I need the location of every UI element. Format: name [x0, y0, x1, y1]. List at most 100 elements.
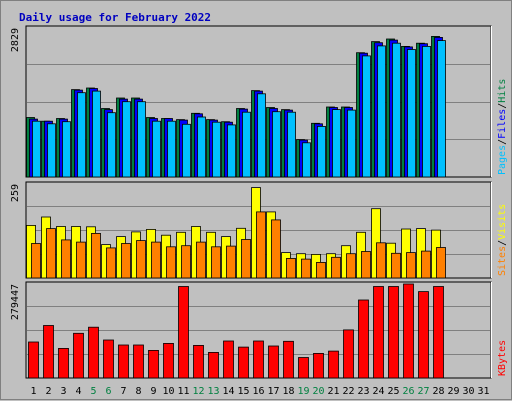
- bar-sites-day-10: [166, 246, 176, 279]
- panel-visits-sites: 259 Sites/Visits: [10, 181, 508, 279]
- bar-kbytes-day-19: [298, 357, 309, 379]
- bar-pages-day-1: [32, 120, 41, 178]
- bar-pages-day-12: [197, 116, 206, 178]
- x-tick-label-day-3: 3: [60, 386, 66, 397]
- legend-separator: /: [497, 139, 508, 145]
- bar-pages-day-21: [332, 109, 341, 178]
- x-tick-label-day-5: 5: [90, 386, 96, 397]
- x-tick-label-day-22: 22: [342, 386, 354, 397]
- bar-sites-day-4: [76, 241, 86, 279]
- x-tick-label-day-26: 26: [402, 386, 414, 397]
- x-tick-label-day-17: 17: [267, 386, 279, 397]
- x-tick-label-day-27: 27: [417, 386, 429, 397]
- x-tick-label-day-7: 7: [120, 386, 126, 397]
- bar-pages-day-9: [152, 120, 161, 178]
- legend-sites: Sites: [497, 246, 508, 276]
- bar-pages-day-2: [47, 123, 56, 178]
- x-tick-label-day-24: 24: [372, 386, 384, 397]
- bar-kbytes-day-28: [433, 286, 444, 379]
- bar-pages-day-8: [137, 101, 146, 178]
- bar-pages-day-23: [362, 55, 371, 178]
- x-tick-label-day-18: 18: [282, 386, 294, 397]
- bar-sites-day-11: [181, 245, 191, 279]
- bar-pages-day-20: [317, 126, 326, 178]
- bar-sites-day-24: [376, 242, 386, 279]
- bar-kbytes-day-27: [418, 291, 429, 379]
- bar-sites-day-28: [436, 247, 446, 279]
- bar-kbytes-day-5: [88, 326, 99, 379]
- x-tick-label-day-28: 28: [432, 386, 444, 397]
- bar-sites-day-5: [91, 232, 101, 279]
- bar-pages-day-10: [167, 120, 176, 178]
- bar-kbytes-day-13: [208, 351, 219, 379]
- bar-sites-day-19: [301, 258, 311, 279]
- bar-kbytes-day-20: [313, 352, 324, 379]
- bar-kbytes-day-7: [118, 344, 129, 379]
- panel-kbytes: 279447 KBytes: [10, 281, 508, 379]
- bar-sites-day-14: [226, 245, 236, 279]
- bar-sites-day-8: [136, 240, 146, 279]
- legend-kbytes: KBytes: [497, 340, 508, 376]
- bar-kbytes-day-10: [163, 342, 174, 379]
- bar-kbytes-day-6: [103, 339, 114, 379]
- bar-kbytes-day-18: [283, 340, 294, 379]
- bar-kbytes-day-23: [358, 299, 369, 379]
- x-tick-label-day-4: 4: [75, 386, 81, 397]
- bar-pages-day-17: [272, 111, 281, 178]
- x-tick-label-day-21: 21: [327, 386, 339, 397]
- bar-pages-day-14: [227, 124, 236, 178]
- bar-pages-day-26: [407, 49, 416, 178]
- bar-sites-day-22: [346, 253, 356, 279]
- bar-kbytes-day-24: [373, 286, 384, 379]
- bar-kbytes-day-8: [133, 344, 144, 379]
- x-tick-label-day-12: 12: [192, 386, 204, 397]
- bar-kbytes-day-2: [43, 325, 54, 379]
- x-tick-label-day-6: 6: [105, 386, 111, 397]
- x-tick-label-day-19: 19: [297, 386, 309, 397]
- bar-sites-day-6: [106, 247, 116, 279]
- legend-hits: Hits: [497, 79, 508, 103]
- y-axis-max-label: 2829: [10, 28, 21, 52]
- bar-kbytes-day-1: [28, 341, 39, 379]
- x-tick-label-day-29: 29: [447, 386, 459, 397]
- bar-pages-day-3: [62, 121, 71, 178]
- chart-title: Daily usage for February 2022: [19, 11, 211, 24]
- bar-sites-day-7: [121, 243, 131, 279]
- bar-pages-day-28: [437, 40, 446, 178]
- legend: Pages/Files/Hits: [497, 79, 508, 175]
- x-tick-label-day-1: 1: [30, 386, 36, 397]
- legend-separator: /: [497, 240, 508, 246]
- legend: KBytes: [497, 340, 508, 376]
- bar-pages-day-16: [257, 93, 266, 178]
- bar-kbytes-day-12: [193, 344, 204, 379]
- x-tick-label-day-15: 15: [237, 386, 249, 397]
- bar-sites-day-23: [361, 251, 371, 279]
- bar-kbytes-day-26: [403, 283, 414, 379]
- y-axis-max-label: 279447: [10, 284, 21, 320]
- bar-kbytes-day-9: [148, 349, 159, 379]
- bar-pages-day-22: [347, 109, 356, 178]
- x-tick-label-day-9: 9: [150, 386, 156, 397]
- bar-pages-day-7: [122, 101, 131, 178]
- bar-sites-day-27: [421, 250, 431, 279]
- bar-pages-day-19: [302, 142, 311, 178]
- bar-kbytes-day-4: [73, 332, 84, 379]
- bar-sites-day-15: [241, 239, 251, 279]
- x-tick-label-day-20: 20: [312, 386, 324, 397]
- bar-sites-day-13: [211, 246, 221, 279]
- bar-kbytes-day-3: [58, 347, 69, 379]
- bar-pages-day-18: [287, 111, 296, 178]
- bar-sites-day-12: [196, 241, 206, 279]
- bar-pages-day-5: [92, 90, 101, 178]
- bar-pages-day-6: [107, 112, 116, 178]
- y-axis-max-label: 259: [10, 184, 21, 202]
- x-tick-label-day-11: 11: [177, 386, 189, 397]
- x-tick-label-day-25: 25: [387, 386, 399, 397]
- bar-pages-day-15: [242, 111, 251, 178]
- bar-sites-day-21: [331, 256, 341, 279]
- legend-separator: /: [497, 103, 508, 109]
- bar-kbytes-day-15: [238, 346, 249, 379]
- panel-pages-files-hits: 2829 Pages/Files/Hits: [10, 25, 508, 178]
